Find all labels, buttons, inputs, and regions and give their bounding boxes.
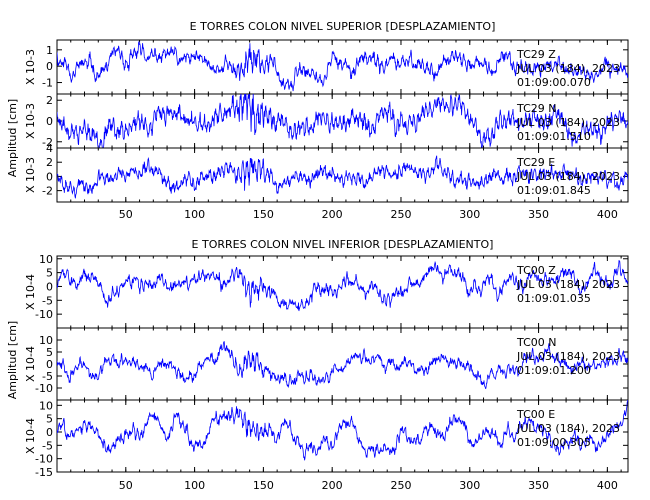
y-tick-label: 1	[46, 44, 53, 57]
x-tick-label: 350	[528, 208, 549, 221]
y-tick-label: 10	[39, 334, 53, 347]
y-tick-label: 10	[39, 253, 53, 266]
x-tick-label: 300	[459, 479, 480, 492]
x-tick-label: 150	[253, 208, 274, 221]
trace-annotation: JUL 03 (184), 2023	[516, 116, 620, 129]
scale-label: X 10-4	[24, 274, 37, 310]
y-tick-label: 0	[46, 280, 53, 293]
trace-annotation: 01:09:00.305	[517, 436, 591, 449]
seismic-trace	[57, 41, 628, 92]
chart-title: E TORRES COLON NIVEL INFERIOR [DESPLAZAM…	[192, 238, 494, 251]
x-tick-label: 400	[597, 208, 618, 221]
scale-label: X 10-4	[24, 346, 37, 382]
trace-annotation: JUL 03 (184), 2023	[516, 62, 620, 75]
seismic-trace	[57, 259, 628, 312]
trace-annotation: TC29 N	[516, 102, 556, 115]
y-tick-label: -5	[42, 370, 53, 383]
trace-annotation: TC00 E	[516, 408, 555, 421]
scale-label: X 10-3	[24, 157, 37, 193]
y-tick-label: 0	[46, 60, 53, 73]
y-tick-label: 0	[46, 358, 53, 371]
x-tick-label: 250	[390, 208, 411, 221]
trace-annotation: JUL 03 (184), 2023	[516, 350, 620, 363]
x-tick-label: 200	[322, 479, 343, 492]
y-axis-label: Amplitud [cm]	[6, 321, 19, 399]
y-axis-label: Amplitud [cm]	[6, 99, 19, 177]
trace-annotation: JUL 03 (184), 2023	[516, 422, 620, 435]
scale-label: X 10-3	[24, 49, 37, 85]
trace-annotation: 01:09:01.510	[517, 130, 591, 143]
y-tick-label: 0	[46, 115, 53, 128]
x-tick-label: 150	[253, 479, 274, 492]
y-tick-label: -10	[35, 382, 53, 395]
scale-label: X 10-3	[24, 103, 37, 139]
x-tick-label: 50	[119, 479, 133, 492]
y-tick-label: 5	[46, 267, 53, 280]
y-tick-label: -10	[35, 453, 53, 466]
trace-annotation: 01:09:01.035	[517, 292, 591, 305]
trace-annotation: TC29 Z	[516, 48, 556, 61]
trace-annotation: TC00 N	[516, 336, 556, 349]
y-tick-label: 0	[46, 170, 53, 183]
scale-label: X 10-4	[24, 418, 37, 454]
seismic-trace	[57, 400, 628, 461]
seismic-trace	[57, 94, 628, 148]
trace-annotation: 01:09:01.845	[517, 184, 591, 197]
y-tick-label: 4	[46, 142, 53, 155]
x-tick-label: 250	[390, 479, 411, 492]
trace-annotation: 01:09:00.070	[517, 76, 591, 89]
x-tick-label: 350	[528, 479, 549, 492]
seismic-trace	[57, 341, 628, 390]
x-tick-label: 400	[597, 479, 618, 492]
seismic-trace	[57, 155, 628, 199]
y-tick-label: 2	[46, 156, 53, 169]
x-tick-label: 300	[459, 208, 480, 221]
trace-annotation: JUL 03 (184), 2023	[516, 170, 620, 183]
x-tick-label: 50	[119, 208, 133, 221]
y-tick-label: 10	[39, 399, 53, 412]
x-tick-label: 200	[322, 208, 343, 221]
trace-annotation: TC29 E	[516, 156, 555, 169]
x-tick-label: 100	[184, 208, 205, 221]
panel-frame	[56, 399, 629, 473]
y-tick-label: -15	[35, 466, 53, 479]
chart-title: E TORRES COLON NIVEL SUPERIOR [DESPLAZAM…	[190, 20, 496, 33]
trace-annotation: 01:09:01.200	[517, 364, 591, 377]
y-tick-label: -2	[42, 185, 53, 198]
y-tick-label: 5	[46, 413, 53, 426]
y-tick-label: 2	[46, 94, 53, 107]
y-tick-label: 5	[46, 346, 53, 359]
x-tick-label: 100	[184, 479, 205, 492]
y-tick-label: -1	[42, 77, 53, 90]
y-tick-label: 0	[46, 426, 53, 439]
y-tick-label: -5	[42, 439, 53, 452]
y-tick-label: -10	[35, 308, 53, 321]
y-tick-label: -2	[42, 136, 53, 149]
trace-annotation: TC00 Z	[516, 264, 556, 277]
trace-annotation: JUL 03 (184), 2023	[516, 278, 620, 291]
y-tick-label: -5	[42, 294, 53, 307]
